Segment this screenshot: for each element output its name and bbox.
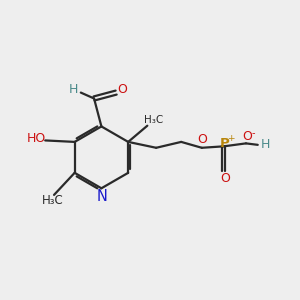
Text: N: N — [97, 189, 108, 204]
Text: H₃C: H₃C — [144, 116, 163, 125]
Text: O: O — [198, 133, 208, 146]
Text: P: P — [220, 137, 229, 151]
Text: H₃C: H₃C — [42, 194, 63, 207]
Text: O: O — [220, 172, 230, 185]
Text: +: + — [226, 134, 234, 142]
Text: O: O — [118, 83, 128, 96]
Text: H: H — [69, 82, 78, 95]
Text: HO: HO — [27, 133, 46, 146]
Text: O: O — [242, 130, 252, 143]
Text: H: H — [260, 138, 270, 151]
Text: -: - — [252, 128, 255, 138]
